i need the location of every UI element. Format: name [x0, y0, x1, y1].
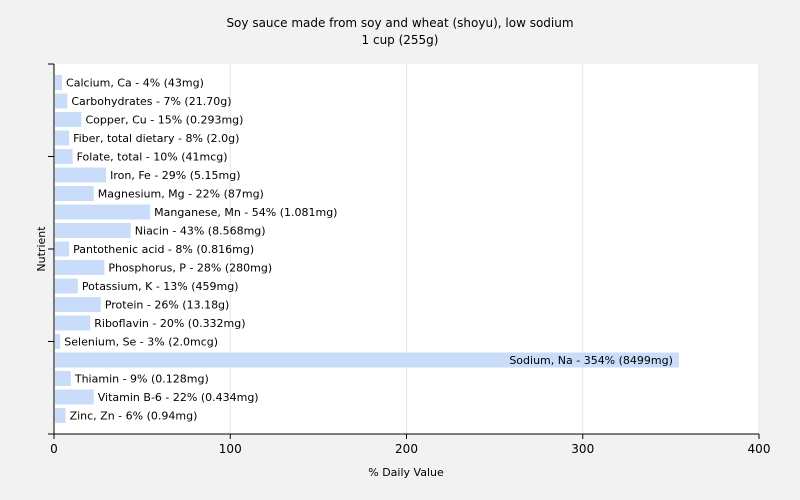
axes	[48, 63, 760, 439]
chart-subtitle: 1 cup (255g)	[362, 33, 439, 47]
bar-label: Magnesium, Mg - 22% (87mg)	[98, 188, 264, 201]
bar	[55, 186, 94, 201]
bar-label: Sodium, Na - 354% (8499mg)	[509, 354, 673, 367]
y-axis-title: Nutrient	[35, 226, 48, 272]
bar	[55, 130, 70, 146]
bar-label: Folate, total - 10% (41mcg)	[77, 151, 228, 164]
x-axis-title: % Daily Value	[368, 466, 444, 479]
bar	[55, 75, 63, 90]
bar-label: Copper, Cu - 15% (0.293mg)	[85, 114, 243, 127]
bar-label: Phosphorus, P - 28% (280mg)	[108, 262, 272, 275]
x-tick-label: 100	[219, 442, 242, 456]
x-tick-label: 300	[571, 442, 594, 456]
bar-label: Calcium, Ca - 4% (43mg)	[66, 77, 204, 90]
bar	[55, 278, 78, 294]
x-tick-label: 0	[50, 442, 58, 456]
bar	[55, 352, 679, 368]
bar-label: Niacin - 43% (8.568mg)	[135, 225, 266, 238]
bar-label: Manganese, Mn - 54% (1.081mg)	[154, 206, 337, 219]
bar-label: Thiamin - 9% (0.128mg)	[74, 373, 209, 386]
bar	[55, 149, 73, 164]
bar-label: Protein - 26% (13.18g)	[105, 299, 230, 312]
bar	[55, 167, 107, 183]
bar-label: Riboflavin - 20% (0.332mg)	[94, 317, 245, 330]
bar	[55, 112, 82, 127]
bar-label: Potassium, K - 13% (459mg)	[82, 280, 239, 293]
bar	[55, 93, 68, 109]
gridlines	[229, 64, 760, 434]
bar-label: Fiber, total dietary - 8% (2.0g)	[73, 132, 239, 145]
bar-label: Selenium, Se - 3% (2.0mcg)	[64, 336, 218, 349]
bar-label: Pantothenic acid - 8% (0.816mg)	[73, 243, 254, 256]
bar	[55, 260, 105, 275]
chart-title: Soy sauce made from soy and wheat (shoyu…	[226, 16, 573, 30]
bar	[55, 371, 71, 386]
bar	[55, 408, 66, 423]
bar-labels: Calcium, Ca - 4% (43mg) Carbohydrates - 7…	[64, 77, 673, 423]
bar-label: Vitamin B-6 - 22% (0.434mg)	[98, 391, 259, 404]
x-tick-labels: 0 100 200 300 400	[50, 442, 770, 456]
bar-label: Carbohydrates - 7% (21.70g)	[71, 95, 231, 108]
bar	[55, 389, 94, 405]
bar	[55, 297, 101, 312]
x-tick-label: 400	[748, 442, 771, 456]
x-tick-label: 200	[395, 442, 418, 456]
bar	[55, 204, 151, 220]
bar	[55, 241, 70, 257]
bar	[55, 334, 61, 349]
bars	[55, 75, 679, 423]
bar	[55, 315, 91, 331]
bar-label: Zinc, Zn - 6% (0.94mg)	[70, 410, 198, 423]
bar-label: Iron, Fe - 29% (5.15mg)	[110, 169, 240, 182]
bar	[55, 223, 131, 238]
